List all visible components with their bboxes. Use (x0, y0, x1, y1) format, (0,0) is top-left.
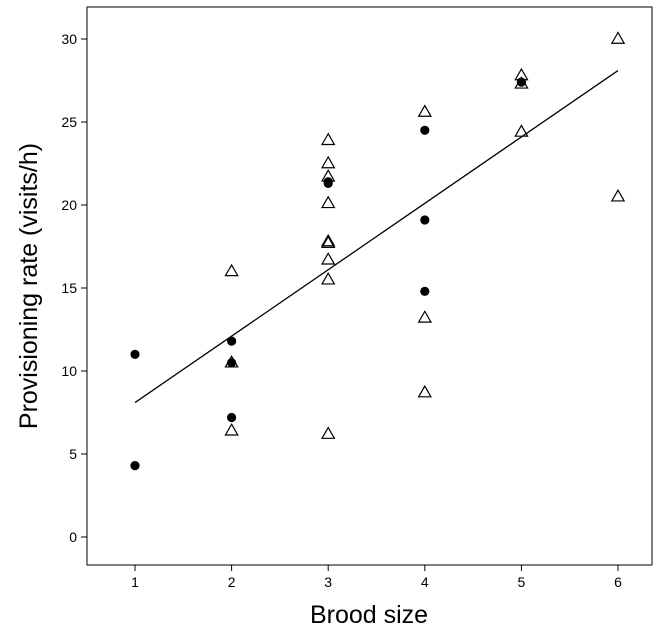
data-point-triangle (320, 195, 336, 209)
data-point-triangle (320, 132, 336, 146)
data-point-circle (420, 125, 430, 135)
data-point-triangle (610, 31, 626, 44)
data-point-circle (130, 461, 140, 471)
x-axis: 1 2 3 4 5 6 (131, 565, 622, 590)
regression-line (134, 70, 619, 404)
data-point-triangle (417, 384, 433, 398)
plot-area-frame (86, 6, 653, 566)
y-tick-label: 25 (61, 114, 77, 130)
x-axis-label: Brood size (310, 601, 428, 629)
data-point-circle (323, 178, 333, 189)
data-point-circle (420, 286, 430, 296)
x-tick-label: 1 (131, 574, 139, 590)
data-point-triangle (320, 169, 336, 182)
data-point-triangle (417, 104, 433, 117)
data-point-circle (130, 349, 140, 359)
y-tick-label: 0 (69, 529, 77, 545)
x-tick-label: 4 (421, 574, 429, 590)
y-axis: 0 5 10 15 20 25 30 (61, 31, 87, 545)
data-point-triangle (320, 271, 336, 285)
data-point-circle (227, 412, 237, 423)
data-point-triangle (514, 124, 529, 137)
y-axis-label: Provisioning rate (visits/h) (15, 143, 43, 429)
data-point-triangle (320, 426, 336, 439)
x-tick-label: 5 (518, 574, 526, 590)
y-tick-label: 10 (61, 363, 77, 379)
x-tick-label: 2 (228, 574, 236, 590)
y-tick-label: 20 (61, 197, 77, 213)
data-point-triangle (320, 252, 336, 265)
data-point-triangle (224, 263, 239, 277)
y-tick-label: 5 (69, 446, 77, 462)
data-point-triangle (224, 423, 239, 436)
data-point-triangle (610, 188, 626, 202)
data-point-triangle (320, 155, 336, 169)
y-tick-label: 15 (61, 280, 77, 296)
data-point-triangle (514, 76, 529, 89)
data-point-triangle (417, 310, 433, 323)
y-tick-label: 30 (61, 31, 77, 47)
data-point-triangle (320, 233, 336, 247)
data-points (130, 31, 626, 471)
data-point-triangle (514, 67, 529, 81)
x-tick-label: 3 (324, 574, 332, 590)
data-point-triangle (224, 354, 239, 368)
data-point-circle (420, 215, 430, 225)
x-tick-label: 6 (614, 574, 622, 590)
data-point-circle (227, 336, 237, 346)
data-point-triangle (320, 235, 336, 249)
